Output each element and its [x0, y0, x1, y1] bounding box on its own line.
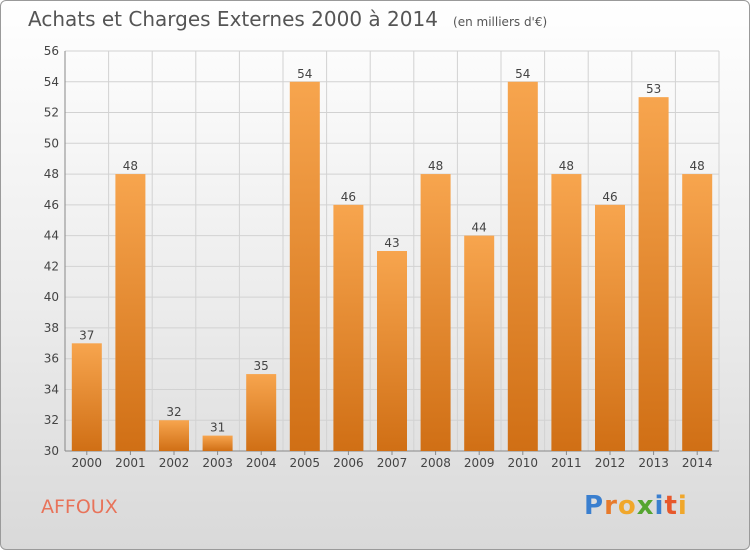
bar-value-label: 48: [559, 159, 574, 173]
brand-letter: t: [664, 491, 678, 521]
bar-value-label: 46: [602, 190, 617, 204]
brand-letter: i: [677, 491, 688, 521]
y-tick-label: 54: [44, 75, 59, 89]
bar-value-label: 53: [646, 82, 661, 96]
bar-layer: [71, 81, 713, 452]
y-tick-label: 52: [44, 106, 59, 120]
bar-value-label: 32: [166, 405, 181, 419]
x-tick-label: 2007: [377, 456, 408, 470]
bar-value-label: 43: [384, 236, 399, 250]
y-tick-label: 30: [44, 444, 59, 458]
bar: [202, 435, 233, 451]
bar: [551, 174, 582, 452]
y-tick-label: 44: [44, 229, 59, 243]
y-tick-label: 56: [44, 44, 59, 58]
y-tick-label: 32: [44, 413, 59, 427]
x-tick-label: 2000: [72, 456, 103, 470]
bar: [595, 204, 625, 451]
bar: [682, 174, 713, 452]
bar-value-label: 31: [210, 421, 225, 435]
bar: [246, 374, 277, 451]
title-row: Achats et Charges Externes 2000 à 2014 (…: [28, 7, 547, 31]
x-tick-label: 2011: [551, 456, 582, 470]
y-tick-label: 40: [44, 290, 59, 304]
bar-value-label: 54: [297, 67, 312, 81]
bar-value-label: 48: [428, 159, 443, 173]
bar-value-label: 35: [254, 359, 269, 373]
brand-letter: r: [604, 491, 618, 521]
bar-value-label: 46: [341, 190, 356, 204]
bar: [71, 343, 102, 451]
x-tick-label: 2003: [202, 456, 233, 470]
bar-value-label: 48: [123, 159, 138, 173]
brand-logo: Proxiti: [584, 491, 688, 521]
x-tick-label: 2008: [420, 456, 451, 470]
y-tick-label: 36: [44, 352, 59, 366]
bar: [638, 97, 669, 452]
bar-value-label: 48: [690, 159, 705, 173]
bar: [289, 81, 320, 452]
x-tick-label: 2013: [638, 456, 669, 470]
x-tick-label: 2005: [290, 456, 321, 470]
x-tick-label: 2004: [246, 456, 277, 470]
x-tick-label: 2002: [159, 456, 190, 470]
unit-note: (en milliers d'€): [453, 15, 548, 29]
bar: [420, 174, 451, 452]
bar-value-label: 54: [515, 67, 530, 81]
bar-value-label: 37: [79, 328, 94, 342]
x-tick-label: 2006: [333, 456, 364, 470]
brand-letter: i: [654, 491, 665, 521]
y-tick-label: 42: [44, 259, 59, 273]
y-tick-label: 50: [44, 136, 59, 150]
brand-letter: P: [584, 491, 605, 521]
commune-name: AFFOUX: [41, 496, 118, 518]
chart-title: Achats et Charges Externes 2000 à 2014: [28, 7, 438, 31]
x-tick-label: 2010: [508, 456, 539, 470]
y-tick-label: 46: [44, 198, 59, 212]
brand-letter: x: [636, 491, 655, 521]
y-tick-label: 48: [44, 167, 59, 181]
y-tick-label: 38: [44, 321, 59, 335]
bar: [507, 81, 538, 452]
x-tick-label: 2009: [464, 456, 495, 470]
bar-value-label: 44: [472, 221, 487, 235]
y-tick-label: 34: [44, 382, 59, 396]
bar: [464, 235, 495, 451]
bar: [377, 251, 407, 451]
bar: [159, 420, 189, 451]
x-tick-label: 2001: [115, 456, 146, 470]
bar: [333, 204, 364, 451]
x-tick-label: 2012: [595, 456, 626, 470]
bar: [115, 174, 146, 452]
label-layer: 37 48 32 31 35 54 46 43 48 44 54 48 46 53 48: [79, 67, 705, 435]
x-tick-label: 2014: [682, 456, 713, 470]
brand-letter: o: [617, 491, 637, 521]
